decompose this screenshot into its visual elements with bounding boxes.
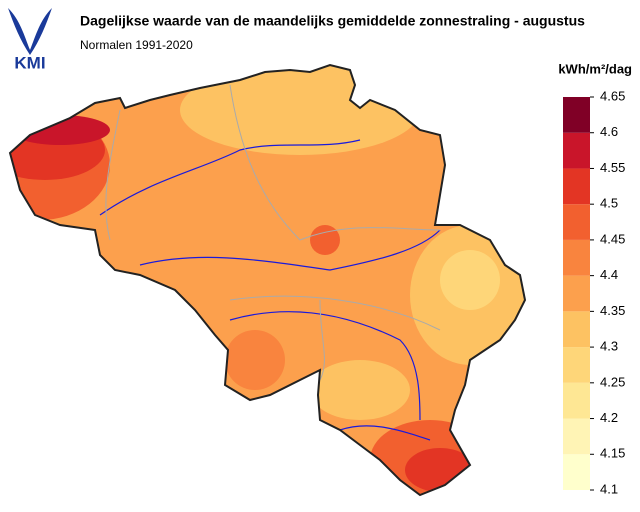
legend-tick-label: 4.15 bbox=[600, 446, 625, 461]
legend-swatch bbox=[563, 168, 590, 205]
legend-swatch bbox=[563, 311, 590, 348]
rivers bbox=[99, 139, 441, 441]
zone bbox=[180, 65, 420, 155]
legend-unit: kWh/m²/dag bbox=[558, 61, 632, 76]
zone bbox=[310, 360, 410, 420]
legend-tick-label: 4.3 bbox=[600, 339, 618, 354]
legend-swatch bbox=[563, 132, 590, 169]
legend-tick-label: 4.35 bbox=[600, 303, 625, 318]
legend-tick-label: 4.65 bbox=[600, 88, 625, 103]
legend-swatch bbox=[563, 97, 590, 133]
legend-tick-label: 4.6 bbox=[600, 124, 618, 139]
legend: 4.1 4.15 4.2 4.25 4.3 4.35 4.4 4.45 4.5 4.55 4.6 4.… bbox=[563, 88, 625, 496]
legend-tick-label: 4.1 bbox=[600, 481, 618, 496]
legend-tick-label: 4.45 bbox=[600, 231, 625, 246]
legend-swatch bbox=[563, 347, 590, 383]
logo: KMI bbox=[8, 8, 52, 72]
logo-text: KMI bbox=[14, 53, 45, 72]
subtitle: Normalen 1991-2020 bbox=[80, 38, 193, 52]
legend-swatch bbox=[563, 454, 590, 490]
logo-shape bbox=[8, 8, 52, 55]
legend-swatch bbox=[563, 239, 590, 276]
legend-swatch bbox=[563, 275, 590, 312]
borders bbox=[105, 84, 441, 381]
legend-tick-label: 4.5 bbox=[600, 196, 618, 211]
river bbox=[229, 311, 421, 421]
border bbox=[105, 84, 441, 381]
legend-tick-label: 4.2 bbox=[600, 410, 618, 425]
legend-swatch bbox=[563, 204, 590, 240]
map bbox=[9, 64, 526, 496]
river bbox=[139, 229, 441, 271]
zone bbox=[310, 225, 340, 255]
legend-swatch bbox=[563, 382, 590, 419]
legend-swatch bbox=[563, 418, 590, 455]
legend-tick-label: 4.4 bbox=[600, 267, 618, 282]
river bbox=[99, 139, 361, 216]
legend-tick-label: 4.25 bbox=[600, 374, 625, 389]
legend-tick-label: 4.55 bbox=[600, 160, 625, 175]
river bbox=[339, 425, 431, 441]
title: Dagelijkse waarde van de maandelijks gem… bbox=[80, 13, 585, 29]
zone bbox=[440, 250, 500, 310]
zone bbox=[225, 330, 285, 390]
